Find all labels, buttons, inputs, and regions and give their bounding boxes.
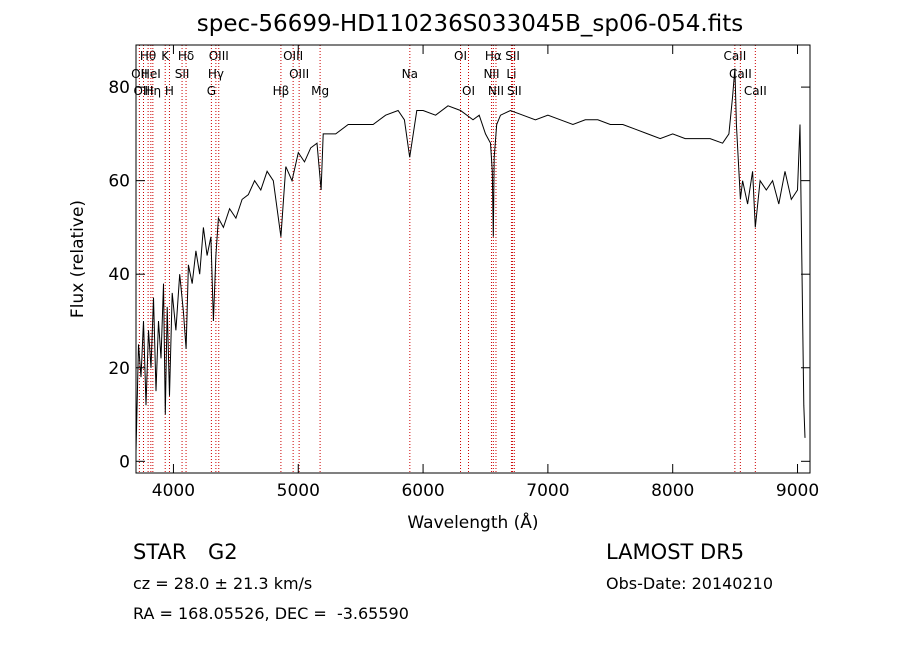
chart-title: spec-56699-HD110236S033045B_sp06-054.fit… bbox=[197, 11, 743, 37]
spectral-line-label: Mg bbox=[311, 84, 329, 98]
object-subclass: G2 bbox=[208, 540, 238, 564]
x-tick-label: 8000 bbox=[651, 481, 694, 501]
spectral-line-label: Hη bbox=[145, 84, 162, 98]
spectral-line-label: CaII bbox=[744, 84, 767, 98]
spectral-line-label: CaII bbox=[723, 49, 746, 63]
spectrum-line bbox=[135, 68, 806, 453]
y-tick-label: 20 bbox=[108, 359, 130, 379]
spectral-line-label: K bbox=[161, 49, 170, 63]
spectral-line-label: HeI bbox=[141, 67, 161, 81]
spectral-line-label: OIII bbox=[209, 49, 229, 63]
spectral-line-label: OI bbox=[462, 84, 475, 98]
plot-frame bbox=[135, 44, 811, 474]
spectral-line-label: OII bbox=[131, 67, 148, 81]
coordinates-text: RA = 168.05526, DEC = -3.65590 bbox=[133, 604, 409, 623]
y-tick-label: 0 bbox=[119, 452, 130, 472]
spectral-line-label: SII bbox=[507, 84, 522, 98]
spectral-line-label: Hα bbox=[485, 49, 502, 63]
observation-date: Obs-Date: 20140210 bbox=[606, 574, 774, 593]
x-tick-label: 6000 bbox=[401, 481, 444, 501]
spectral-line-label: OIII bbox=[283, 49, 303, 63]
spectral-line-label: CaII bbox=[729, 67, 752, 81]
spectral-line-label: G bbox=[207, 84, 216, 98]
spectral-line-label: NII bbox=[483, 67, 499, 81]
spectrum-series bbox=[135, 68, 806, 453]
redshift-text: cz = 28.0 ± 21.3 km/s bbox=[133, 574, 313, 593]
axis-ticks: 4000 5000 6000 7000 8000 9000 0 20 40 60 80 bbox=[108, 45, 819, 501]
spectral-line-label: OI bbox=[454, 49, 467, 63]
survey-name: LAMOST DR5 bbox=[606, 540, 745, 564]
y-axis-label: Flux (relative) bbox=[68, 200, 88, 318]
x-axis-label: Wavelength (Å) bbox=[407, 511, 538, 533]
spectral-line-label: Hθ bbox=[140, 49, 156, 63]
x-tick-label: 9000 bbox=[776, 481, 819, 501]
spectral-line-label: NII bbox=[488, 84, 504, 98]
spectral-line-label: Na bbox=[402, 67, 418, 81]
spectral-line-label: SII bbox=[175, 67, 190, 81]
x-tick-label: 5000 bbox=[277, 481, 320, 501]
y-tick-label: 40 bbox=[108, 265, 130, 285]
spectral-line-label: OIII bbox=[289, 67, 309, 81]
x-tick-label: 7000 bbox=[526, 481, 569, 501]
object-class: STAR bbox=[133, 540, 187, 564]
spectral-line-label: H bbox=[165, 84, 174, 98]
y-tick-label: 80 bbox=[108, 78, 130, 98]
spectral-line-label: Li bbox=[506, 67, 516, 81]
spectral-line-label: Hγ bbox=[208, 67, 224, 81]
x-tick-label: 4000 bbox=[152, 481, 195, 501]
spectral-line-label: Hδ bbox=[178, 49, 194, 63]
spectral-line-label: Hβ bbox=[273, 84, 290, 98]
spectral-line-label: SII bbox=[505, 49, 520, 63]
y-tick-label: 60 bbox=[108, 172, 130, 192]
